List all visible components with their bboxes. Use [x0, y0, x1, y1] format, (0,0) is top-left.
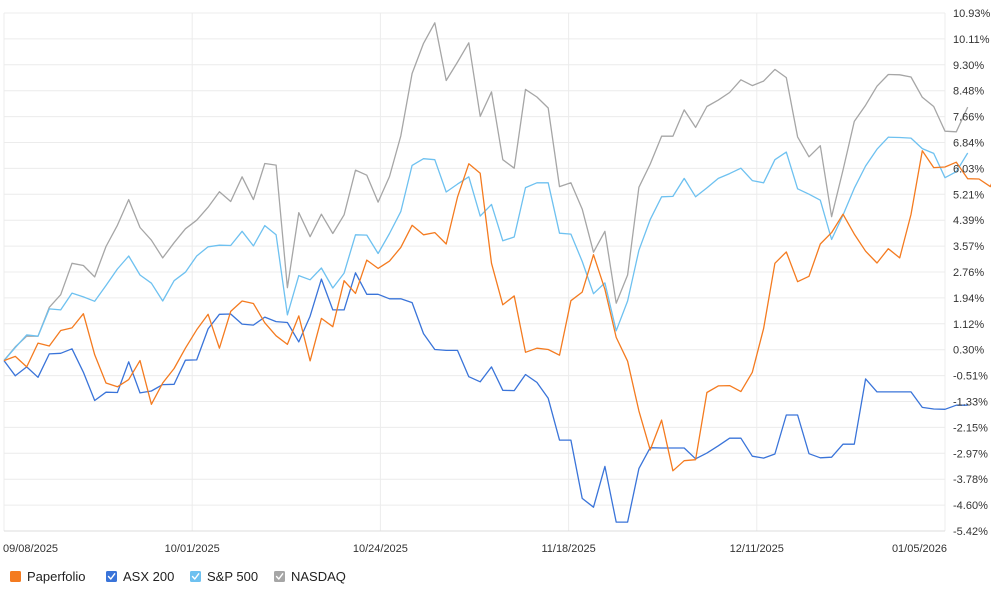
checkmark-icon — [107, 573, 116, 580]
y-tick-label: 1.12% — [953, 319, 984, 331]
x-tick-label: 11/18/2025 — [541, 543, 595, 555]
y-tick-label: 5.21% — [953, 189, 984, 201]
legend-item-nasdaq[interactable]: NASDAQ — [274, 569, 346, 584]
legend-swatch[interactable] — [274, 571, 285, 582]
y-tick-label: 8.48% — [953, 86, 984, 98]
y-tick-label: -3.78% — [953, 474, 988, 486]
y-tick-label: -0.51% — [953, 371, 988, 383]
checkmark-icon — [275, 573, 284, 580]
series-line-paperfolio — [3, 150, 991, 472]
y-tick-label: -5.42% — [953, 526, 988, 538]
legend-item-asx-200[interactable]: ASX 200 — [106, 569, 174, 584]
x-tick-label: 09/08/2025 — [3, 543, 58, 555]
legend-swatch[interactable] — [10, 571, 21, 582]
y-tick-label: 10.11% — [953, 34, 990, 46]
legend-label: NASDAQ — [291, 569, 346, 584]
legend-item-paperfolio[interactable]: Paperfolio — [10, 569, 86, 584]
series-line-s-p-500 — [3, 136, 969, 362]
legend-label: S&P 500 — [207, 569, 258, 584]
legend-label: Paperfolio — [27, 569, 86, 584]
y-tick-label: 6.03% — [953, 163, 984, 175]
y-tick-label: 2.76% — [953, 267, 984, 279]
legend-swatch[interactable] — [190, 571, 201, 582]
checkmark-icon — [191, 573, 200, 580]
y-tick-label: 10.93% — [953, 8, 991, 20]
y-tick-label: 7.66% — [953, 112, 984, 124]
y-tick-label: -2.15% — [953, 422, 988, 434]
x-tick-label: 10/24/2025 — [353, 543, 408, 555]
y-axis-ticks: 10.93% 10.11% 9.30% 8.48% 7.66% 6.84% 6.03% 5.2… — [953, 8, 991, 538]
y-tick-label: -1.33% — [953, 397, 988, 409]
x-axis-ticks: 09/08/2025 10/01/2025 10/24/2025 11/18/2025… — [3, 543, 947, 555]
legend-swatch[interactable] — [106, 571, 117, 582]
y-tick-label: 0.30% — [953, 345, 984, 357]
y-tick-label: 6.84% — [953, 138, 984, 150]
y-tick-label: 1.94% — [953, 293, 984, 305]
y-tick-label: -4.60% — [953, 500, 988, 512]
legend-label: ASX 200 — [123, 569, 174, 584]
legend[interactable]: Paperfolio ASX 200 S&P 500 NASDAQ — [10, 569, 346, 584]
grid — [3, 12, 946, 532]
series-line-nasdaq — [3, 22, 969, 362]
series-lines — [3, 22, 991, 523]
y-tick-label: 3.57% — [953, 241, 984, 253]
series-line-asx-200 — [3, 272, 968, 523]
y-tick-label: 4.39% — [953, 215, 984, 227]
y-tick-label: -2.97% — [953, 448, 988, 460]
x-tick-label: 01/05/2026 — [892, 543, 947, 555]
x-tick-label: 10/01/2025 — [165, 543, 220, 555]
x-tick-label: 12/11/2025 — [730, 543, 784, 555]
legend-item-s-p-500[interactable]: S&P 500 — [190, 569, 258, 584]
y-tick-label: 9.30% — [953, 60, 984, 72]
